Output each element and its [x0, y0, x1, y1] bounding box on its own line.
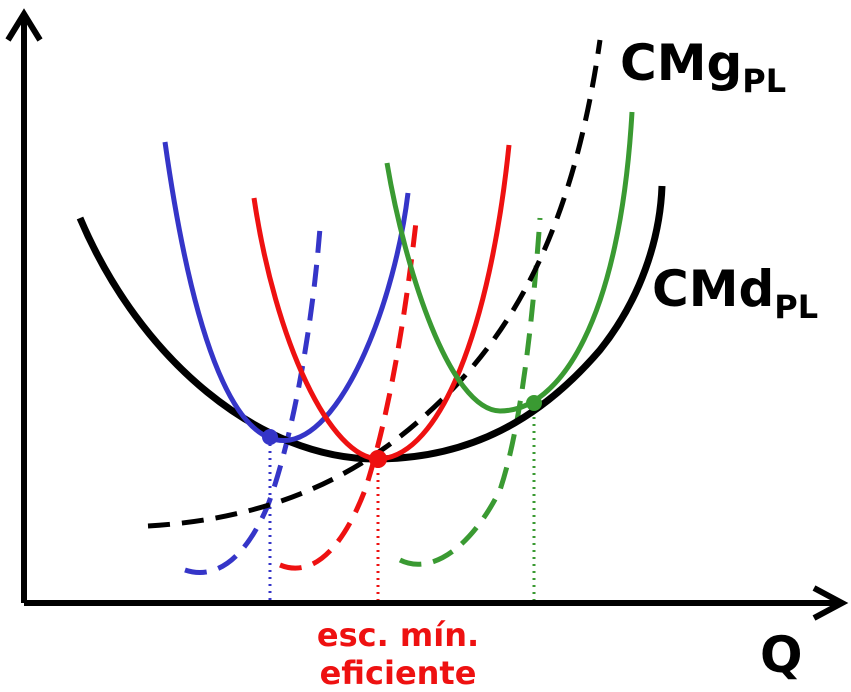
green-short-run-average-cost-curve: [384, 111, 635, 414]
green-short-run-marginal-cost-curve: [398, 217, 543, 567]
axes: [5, 8, 849, 621]
minimum-efficient-scale-label-line2: eficiente: [320, 654, 477, 692]
y-axis-arrow: [5, 8, 43, 42]
minimum-efficient-scale-label-line1: esc. mín.: [317, 616, 479, 654]
blue-short-run-average-cost-curve: [162, 141, 411, 443]
long-run-marginal-cost-label: CMgPL: [620, 34, 786, 100]
red-short-run-marginal-cost-curve: [279, 221, 419, 571]
long-run-average-cost-curve: [76, 185, 666, 463]
long-run-marginal-cost-label-main: CMg: [620, 34, 742, 92]
long-run-average-cost-label-sub: PL: [774, 288, 818, 326]
long-run-average-cost-label-main: CMd: [652, 260, 774, 318]
x-axis-arrow: [812, 585, 849, 621]
long-run-average-cost-label: CMdPL: [652, 260, 818, 326]
x-axis-label: Q: [760, 626, 803, 684]
green-tangency-point: [526, 395, 542, 411]
long-run-marginal-cost-label-sub: PL: [742, 62, 786, 100]
blue-tangency-point: [262, 429, 278, 445]
long-run-marginal-cost-curve: [147, 39, 603, 529]
minimum-efficient-scale-point: [369, 450, 387, 468]
blue-short-run-marginal-cost-curve: [184, 227, 323, 575]
